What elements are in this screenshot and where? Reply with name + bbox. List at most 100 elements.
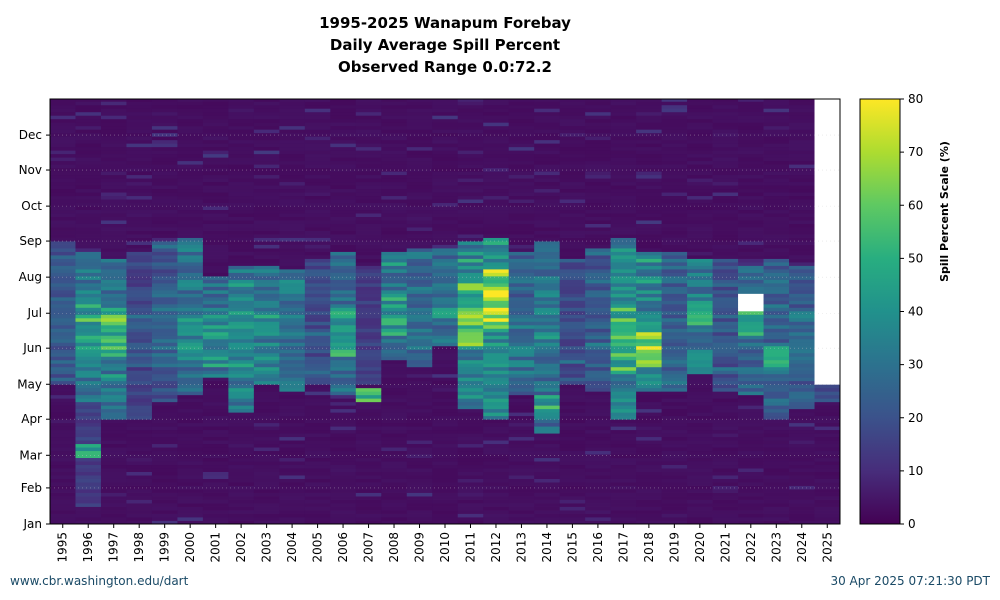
heatmap-cell <box>483 153 510 158</box>
heatmap-cell <box>202 447 229 452</box>
heatmap-cell <box>355 436 382 441</box>
heatmap-cell <box>381 272 408 277</box>
heatmap-cell <box>228 349 255 354</box>
heatmap-cell <box>789 485 815 490</box>
heatmap-cell <box>610 202 637 207</box>
heatmap-cell <box>712 244 739 249</box>
heatmap-cell <box>406 157 433 162</box>
heatmap-cell <box>126 230 153 235</box>
heatmap-cell <box>457 387 484 392</box>
heatmap-cell <box>330 237 357 242</box>
heatmap-cell <box>151 171 178 176</box>
heatmap-cell <box>202 171 229 176</box>
heatmap-cell <box>279 223 306 228</box>
heatmap-cell <box>738 227 764 231</box>
heatmap-cell <box>585 146 612 151</box>
y-tick-label: Dec <box>19 128 42 142</box>
heatmap-cell <box>432 167 459 172</box>
heatmap-cell <box>789 157 815 162</box>
heatmap-cell <box>151 429 178 434</box>
heatmap-cell <box>738 324 764 329</box>
heatmap-cell <box>406 237 433 242</box>
heatmap-cell <box>483 321 510 326</box>
heatmap-cell <box>559 202 586 207</box>
heatmap-cell <box>304 289 331 294</box>
heatmap-cell <box>406 195 433 200</box>
heatmap-cell <box>202 157 229 162</box>
heatmap-cell <box>279 387 306 392</box>
heatmap-cell <box>202 419 229 424</box>
heatmap-cell <box>483 475 510 479</box>
heatmap-cell <box>738 408 764 413</box>
heatmap-cell <box>126 192 153 197</box>
heatmap-cell <box>814 220 841 224</box>
heatmap-cell <box>253 129 280 134</box>
heatmap-cell <box>279 408 306 413</box>
heatmap-cell <box>406 209 433 214</box>
heatmap-cell <box>483 234 510 238</box>
heatmap-cell <box>75 230 102 235</box>
heatmap-cell <box>228 223 255 228</box>
heatmap-cell <box>126 384 153 389</box>
heatmap-cell <box>789 167 815 172</box>
heatmap-cell <box>738 520 764 525</box>
heatmap-cell <box>738 269 764 273</box>
heatmap-cell <box>738 195 764 200</box>
heatmap-cell <box>661 178 688 183</box>
chart-range-text: Observed Range 0.0:72.2 <box>338 58 552 76</box>
heatmap-cell <box>610 384 637 389</box>
heatmap-cell <box>534 118 561 123</box>
heatmap-cell <box>253 314 280 319</box>
heatmap-cell <box>50 429 76 434</box>
source-link[interactable]: www.cbr.washington.edu/dart <box>10 574 189 588</box>
heatmap-cell <box>738 307 764 312</box>
heatmap-cell <box>330 440 357 445</box>
heatmap-cell <box>687 275 713 280</box>
heatmap-cell <box>585 387 612 392</box>
heatmap-cell <box>330 188 357 193</box>
heatmap-cell <box>330 139 357 144</box>
heatmap-cell <box>559 377 586 382</box>
heatmap-cell <box>202 115 229 120</box>
heatmap-cell <box>50 296 76 301</box>
heatmap-cell <box>559 356 586 361</box>
heatmap-cell <box>483 275 510 280</box>
heatmap-cell <box>126 394 153 399</box>
heatmap-cell <box>50 464 76 469</box>
heatmap-cell <box>202 457 229 462</box>
heatmap-cell <box>559 258 586 263</box>
heatmap-cell <box>279 185 306 190</box>
heatmap-cell <box>789 111 815 116</box>
heatmap-cell <box>381 405 408 410</box>
heatmap-cell <box>177 209 204 214</box>
heatmap-cell <box>712 398 739 403</box>
heatmap-cell <box>457 234 484 238</box>
heatmap-cell <box>508 192 535 197</box>
heatmap-cell <box>279 286 306 291</box>
heatmap-cell <box>585 520 612 525</box>
heatmap-cell <box>687 213 713 217</box>
heatmap-cell <box>151 174 178 179</box>
heatmap-cell <box>738 457 764 462</box>
heatmap-cell <box>432 241 459 245</box>
heatmap-cell <box>712 506 739 511</box>
heatmap-cell <box>610 108 637 113</box>
heatmap-cell <box>279 342 306 347</box>
heatmap-cell <box>508 265 535 270</box>
heatmap-cell <box>177 157 204 162</box>
heatmap-cell <box>763 255 790 259</box>
heatmap-cell <box>712 324 739 329</box>
heatmap-cell <box>508 450 535 455</box>
heatmap-cell <box>177 328 204 333</box>
heatmap-cell <box>508 146 535 151</box>
heatmap-cell <box>687 394 713 399</box>
heatmap-cell <box>814 118 841 123</box>
heatmap-cell <box>304 429 331 434</box>
heatmap-cell <box>610 377 637 382</box>
heatmap-cell <box>381 241 408 245</box>
heatmap-cell <box>661 436 688 441</box>
heatmap-cell <box>738 440 764 445</box>
heatmap-cell <box>50 345 76 350</box>
heatmap-cell <box>253 185 280 190</box>
heatmap-cell <box>789 328 815 333</box>
